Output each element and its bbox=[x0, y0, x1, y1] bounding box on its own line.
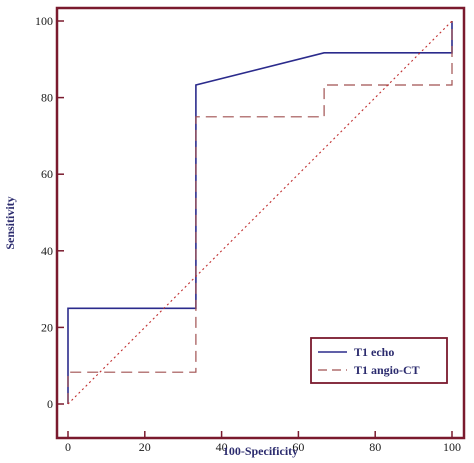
legend-label-t1-echo: T1 echo bbox=[354, 345, 394, 359]
y-tick-label: 80 bbox=[41, 91, 53, 105]
series-layer bbox=[67, 20, 453, 405]
reference-diagonal-line bbox=[67, 20, 453, 405]
y-axis-label: Sensitivity bbox=[3, 196, 17, 249]
x-axis: 0 20 40 60 80 100 bbox=[65, 431, 461, 454]
y-tick-label: 20 bbox=[41, 320, 53, 334]
legend-box bbox=[310, 337, 448, 384]
x-tick-label: 40 bbox=[216, 440, 228, 454]
y-tick-label: 60 bbox=[41, 167, 53, 181]
plot-frame bbox=[55, 6, 466, 440]
x-tick-label: 0 bbox=[65, 440, 71, 454]
series-line-t1-angio-ct bbox=[67, 21, 453, 404]
x-tick-label: 80 bbox=[369, 440, 381, 454]
x-tick-label: 20 bbox=[139, 440, 151, 454]
y-axis: 0 20 40 60 80 100 bbox=[35, 14, 64, 411]
y-tick-label: 40 bbox=[41, 244, 53, 258]
y-tick-label: 100 bbox=[35, 14, 53, 28]
legend: T1 echo T1 angio-CT bbox=[310, 337, 448, 384]
x-tick-label: 100 bbox=[443, 440, 461, 454]
y-tick-label: 0 bbox=[47, 397, 53, 411]
plot-frame-group bbox=[55, 6, 466, 440]
legend-label-t1-angio-ct: T1 angio-CT bbox=[354, 363, 420, 377]
x-tick-label: 60 bbox=[292, 440, 304, 454]
x-axis-label: 100-Specificity bbox=[223, 444, 298, 458]
